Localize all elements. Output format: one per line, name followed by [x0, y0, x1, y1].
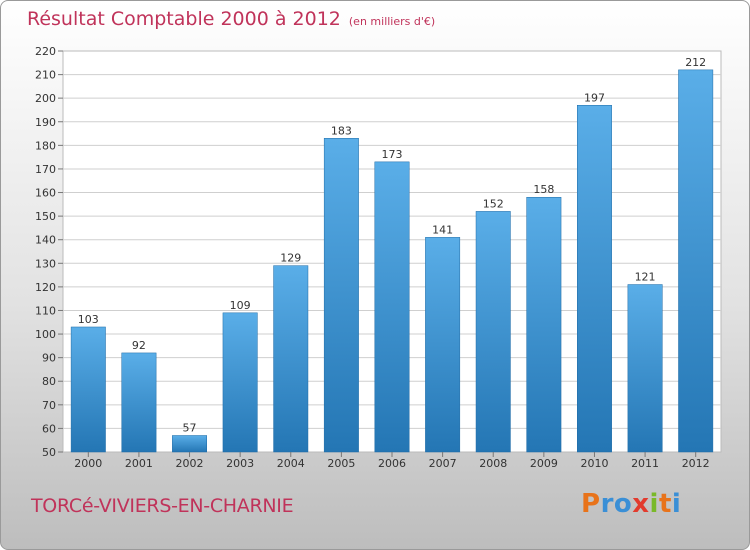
- x-tick-label-2007: 2007: [429, 457, 457, 470]
- bar-2007: [425, 237, 461, 453]
- bar-2002: [172, 435, 207, 453]
- data-label-2000: 103: [78, 313, 99, 326]
- logo-letter: P: [581, 489, 601, 519]
- y-tick-label: 160: [35, 187, 56, 200]
- logo-letter: r: [600, 489, 614, 519]
- y-tick-label: 190: [35, 116, 56, 129]
- y-tick-label: 130: [35, 257, 56, 270]
- x-tick-label-2002: 2002: [176, 457, 204, 470]
- data-label-2004: 129: [280, 252, 301, 265]
- y-tick-label: 120: [35, 281, 56, 294]
- y-tick-label: 70: [42, 399, 56, 412]
- x-tick-label-2011: 2011: [631, 457, 659, 470]
- data-label-2002: 57: [183, 421, 197, 434]
- data-label-2005: 183: [331, 124, 352, 137]
- x-tick-label-2003: 2003: [226, 457, 254, 470]
- bar-2009: [526, 196, 562, 453]
- proxiti-logo: Proxiti: [581, 489, 681, 519]
- logo-letter: t: [658, 489, 672, 519]
- bar-2010: [577, 105, 612, 453]
- bar-2004: [273, 265, 309, 453]
- data-label-2012: 212: [685, 56, 706, 69]
- data-label-2009: 158: [533, 183, 554, 196]
- y-tick-label: 90: [42, 352, 56, 365]
- bar-2008: [475, 211, 511, 453]
- y-tick-label: 180: [35, 139, 56, 152]
- y-tick-label: 50: [42, 446, 56, 459]
- x-tick-label-2008: 2008: [479, 457, 507, 470]
- x-tick-label-2009: 2009: [530, 457, 558, 470]
- data-label-2001: 92: [132, 339, 146, 352]
- commune-name: TORCé-VIVIERS-EN-CHARNIE: [31, 495, 294, 517]
- bars: 103 92 57 109 129 183 173 141 152 158 197 121 212: [70, 56, 714, 453]
- x-tick-label-2012: 2012: [682, 457, 710, 470]
- bar-2012: [678, 69, 714, 453]
- data-label-2003: 109: [230, 299, 251, 312]
- bar-2011: [627, 284, 663, 453]
- x-axis: 2000 2001 2002 2003 2004 2005 2006 2007 2008 2009…: [74, 452, 710, 470]
- data-label-2006: 173: [382, 148, 403, 161]
- x-tick-label-2004: 2004: [277, 457, 305, 470]
- x-tick-label-2000: 2000: [74, 457, 102, 470]
- bar-2005: [323, 138, 359, 453]
- y-tick-label: 170: [35, 163, 56, 176]
- x-tick-label-2006: 2006: [378, 457, 406, 470]
- chart-title: Résultat Comptable 2000 à 2012 (en millie…: [27, 8, 435, 30]
- chart-title-main: Résultat Comptable 2000 à 2012: [27, 8, 341, 30]
- y-tick-label: 100: [35, 328, 56, 341]
- y-tick-label: 110: [35, 304, 56, 317]
- logo-letter: o: [613, 489, 633, 519]
- y-tick-label: 60: [42, 422, 56, 435]
- bar-2003: [222, 312, 258, 453]
- chart-title-unit: (en milliers d'€): [348, 15, 436, 28]
- data-label-2007: 141: [432, 223, 453, 236]
- logo-letter: i: [671, 489, 682, 519]
- data-label-2010: 197: [584, 91, 605, 104]
- bar-2001: [121, 352, 157, 453]
- x-tick-label-2005: 2005: [327, 457, 355, 470]
- logo-letter: i: [649, 489, 659, 519]
- y-tick-label: 210: [35, 69, 56, 82]
- y-axis: 50 60 70 80 90 100 110 120 130 140 150 160 170 180 190…: [35, 45, 63, 459]
- logo-letter: x: [632, 489, 650, 519]
- data-label-2008: 152: [483, 197, 504, 210]
- x-tick-label-2010: 2010: [580, 457, 608, 470]
- bar-2000: [70, 326, 106, 453]
- y-tick-label: 220: [35, 45, 56, 58]
- bar-2006: [374, 161, 410, 453]
- y-tick-label: 200: [35, 92, 56, 105]
- data-label-2011: 121: [635, 271, 656, 284]
- y-tick-label: 80: [42, 375, 56, 388]
- y-tick-label: 150: [35, 210, 56, 223]
- y-tick-label: 140: [35, 234, 56, 247]
- x-tick-label-2001: 2001: [125, 457, 153, 470]
